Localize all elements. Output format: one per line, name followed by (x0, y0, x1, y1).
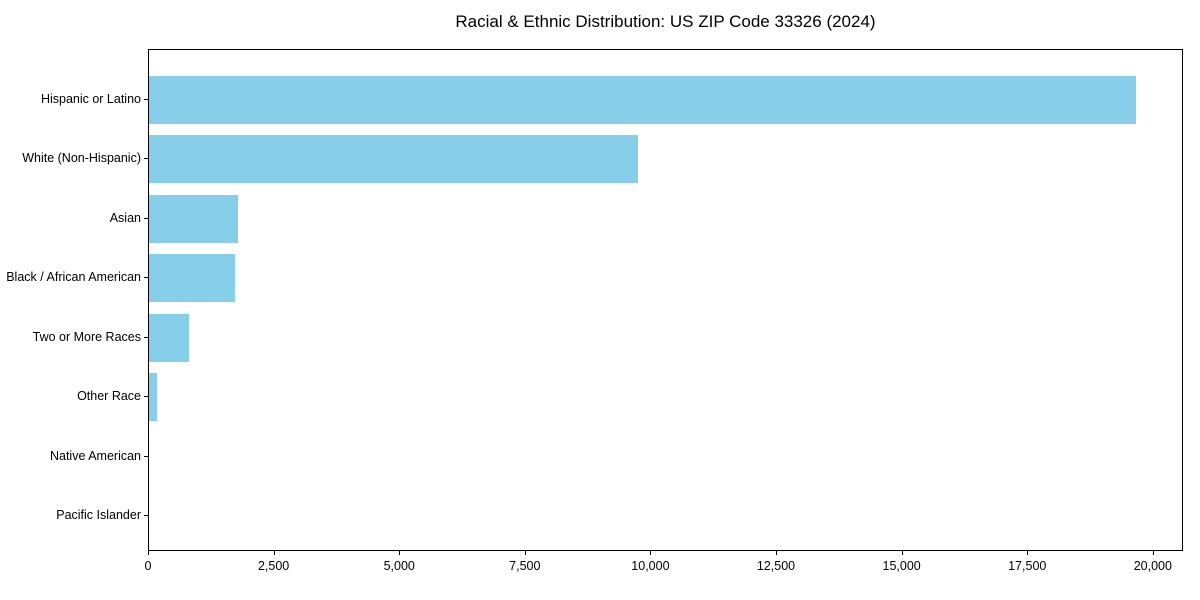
x-tick (148, 551, 149, 555)
y-tick (144, 455, 148, 457)
x-tick (776, 551, 778, 555)
x-tick (524, 551, 526, 555)
x-tick-label: 17,500 (1008, 559, 1047, 573)
chart-title: Racial & Ethnic Distribution: US ZIP Cod… (455, 12, 876, 31)
y-tick-label: Two or More Races (32, 329, 141, 344)
y-tick (144, 217, 148, 219)
bar (149, 373, 158, 422)
y-tick-label: White (Non-Hispanic) (22, 151, 141, 166)
x-tick (1027, 551, 1029, 555)
x-tick (273, 551, 275, 555)
y-tick-label: Pacific Islander (56, 508, 141, 523)
y-tick-label: Other Race (77, 389, 141, 404)
x-tick-label: 20,000 (1133, 559, 1172, 573)
x-tick (650, 551, 652, 555)
x-tick-label: 5,000 (383, 559, 415, 573)
y-tick (144, 158, 148, 160)
x-tick (1152, 551, 1154, 555)
x-tick (901, 551, 903, 555)
y-tick (144, 98, 148, 100)
x-tick-label: 15,000 (882, 559, 921, 573)
bar (149, 254, 235, 303)
y-tick-label: Native American (49, 448, 141, 463)
x-tick (399, 551, 401, 555)
y-tick-label: Hispanic or Latino (40, 91, 141, 106)
y-tick (144, 396, 148, 398)
y-tick (144, 336, 148, 338)
x-tick-label: 7,500 (509, 559, 541, 573)
y-tick-label: Asian (109, 210, 141, 225)
bar (149, 313, 190, 362)
bar (149, 75, 1137, 124)
y-tick (144, 277, 148, 279)
y-tick (144, 515, 148, 517)
x-tick-label: 10,000 (631, 559, 670, 573)
x-tick-label: 12,500 (756, 559, 796, 573)
bar (149, 135, 639, 184)
x-tick-label: 0 (144, 559, 152, 573)
bar (149, 194, 238, 243)
x-tick-label: 2,500 (257, 559, 290, 573)
plot-area (148, 49, 1183, 551)
y-tick-label: Black / African American (6, 270, 141, 285)
